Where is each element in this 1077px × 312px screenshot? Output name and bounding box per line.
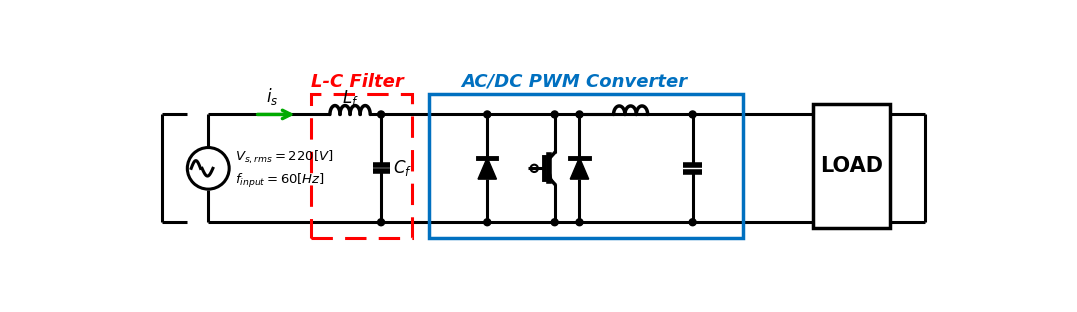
- Circle shape: [551, 111, 558, 118]
- Circle shape: [689, 219, 696, 226]
- Text: L-C Filter: L-C Filter: [311, 73, 404, 90]
- Polygon shape: [570, 158, 589, 179]
- Circle shape: [576, 111, 583, 118]
- Text: $f_{input}=60[Hz]$: $f_{input}=60[Hz]$: [236, 172, 325, 190]
- Text: $L_f$: $L_f$: [341, 88, 359, 108]
- Circle shape: [484, 111, 491, 118]
- Circle shape: [576, 219, 583, 226]
- Circle shape: [484, 219, 491, 226]
- Text: $V_{s,rms}=220[V]$: $V_{s,rms}=220[V]$: [236, 149, 334, 166]
- Text: $C_f$: $C_f$: [393, 158, 412, 178]
- Circle shape: [689, 111, 696, 118]
- Circle shape: [551, 219, 558, 226]
- Text: AC/DC PWM Converter: AC/DC PWM Converter: [461, 73, 687, 90]
- Text: $i_s$: $i_s$: [266, 86, 279, 107]
- Polygon shape: [478, 158, 496, 179]
- Circle shape: [378, 111, 384, 118]
- Text: LOAD: LOAD: [820, 156, 883, 176]
- Circle shape: [378, 219, 384, 226]
